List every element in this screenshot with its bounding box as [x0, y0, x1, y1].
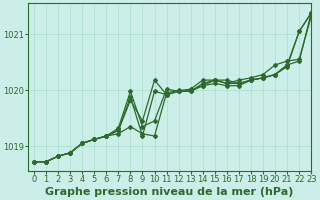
- X-axis label: Graphe pression niveau de la mer (hPa): Graphe pression niveau de la mer (hPa): [45, 187, 294, 197]
